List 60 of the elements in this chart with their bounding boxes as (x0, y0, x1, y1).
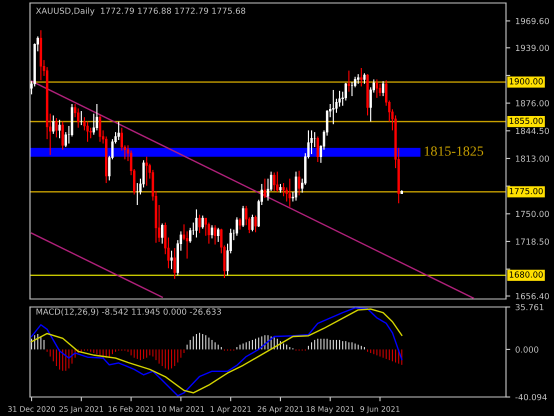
candlestick (273, 172, 276, 192)
y-tick-label: -40.094 (515, 394, 547, 400)
candlestick (58, 119, 61, 139)
candlestick (117, 121, 120, 141)
candlestick (238, 218, 242, 230)
candlestick (201, 215, 204, 230)
y-tick-label: 1813.00 (516, 155, 549, 162)
candlestick (61, 121, 64, 150)
y-tick-label: 1969.60 (516, 18, 549, 24)
candlestick (96, 103, 98, 131)
candlestick (173, 248, 176, 280)
candlestick (86, 121, 89, 142)
candlestick (294, 171, 298, 202)
candlestick (332, 89, 335, 125)
y-tick-label: 35.761 (516, 304, 544, 310)
candlestick (145, 156, 148, 186)
candlestick (208, 222, 210, 244)
y-tick-label: 1718.50 (516, 238, 549, 245)
candlestick (236, 216, 238, 236)
candlestick (195, 208, 198, 238)
chart-title: MACD(12,26,9) -8.542 11.945 0.000 -26.633 (36, 308, 221, 316)
candlestick (357, 74, 360, 84)
candlestick (55, 118, 58, 138)
candlestick (98, 114, 102, 142)
candlestick (298, 170, 300, 196)
candlestick (316, 136, 319, 163)
candlestick (251, 214, 254, 232)
candlestick (348, 70, 350, 92)
candlestick (210, 224, 214, 239)
candlestick (376, 78, 378, 98)
candlestick (360, 67, 363, 87)
y-tick-label: 1750.00 (516, 210, 549, 218)
ref-line-label: 1775.00 (510, 188, 543, 194)
candlestick (242, 205, 244, 228)
candlestick (288, 178, 291, 208)
candlestick (170, 250, 173, 270)
y-tick-label: 0.000 (516, 346, 538, 353)
candlestick (276, 171, 279, 192)
y-tick-label: 1844.50 (516, 128, 549, 134)
candlestick (378, 83, 382, 97)
candlestick (264, 178, 266, 199)
ref-line-label: 1855.00 (510, 118, 543, 124)
band-label: 1815-1825 (424, 146, 484, 156)
text: XAUUSD,Daily 1772.79 1776.88 1772.79 1775.68 (36, 7, 246, 16)
y-tick-label: 1876.00 (516, 100, 549, 106)
candlestick (254, 215, 257, 233)
y-tick-label: 1939.00 (516, 44, 549, 52)
candlestick (161, 222, 164, 244)
ref-line-label: 1680.00 (510, 271, 543, 278)
candlestick (214, 224, 216, 246)
candlestick (310, 130, 313, 155)
candlestick (350, 81, 354, 97)
candlestick (52, 114, 55, 134)
candlestick (198, 214, 201, 234)
ref-line-label: 1900.00 (510, 78, 543, 84)
y-tick-label: 1656.40 (516, 292, 549, 300)
candlestick (77, 108, 80, 128)
candlestick (382, 80, 384, 97)
candlestick (217, 227, 220, 242)
candlestick (363, 72, 366, 84)
